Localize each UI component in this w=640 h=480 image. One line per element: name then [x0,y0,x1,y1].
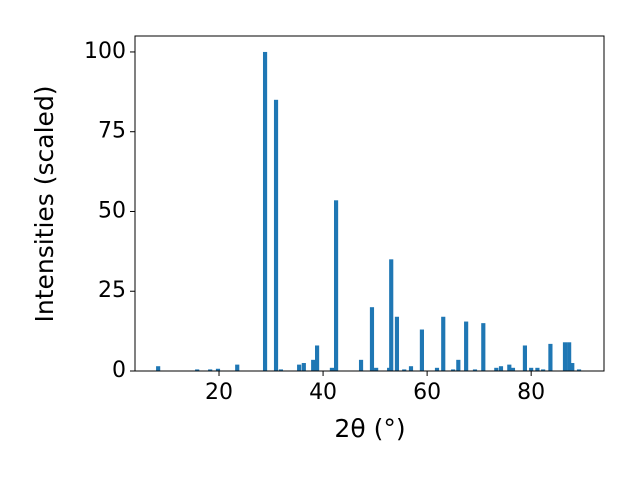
bar [329,367,334,371]
bar [535,367,540,371]
bar [529,367,534,371]
x-tick-label: 40 [309,380,337,405]
bar [548,343,553,371]
bar [389,259,394,371]
bar [394,316,400,371]
bar [156,366,161,371]
x-axis-label: 2θ (°) [334,414,405,443]
bar [472,369,478,371]
y-tick-label: 50 [98,198,126,223]
bar [369,307,375,371]
bar [278,369,284,371]
y-axis-label: Intensities (scaled) [30,85,59,322]
bar [358,359,364,371]
bar [451,369,456,371]
bar [570,363,575,371]
y-tick-label: 0 [112,358,126,383]
bar [481,323,486,371]
bar [522,345,528,371]
bar [408,366,414,371]
x-tick-label: 60 [413,380,441,405]
bar [333,200,339,371]
bar [235,364,240,371]
bar [262,51,268,371]
bar [402,369,407,371]
bar [507,364,512,371]
x-tick-label: 80 [517,380,545,405]
bar [208,369,213,371]
y-tick-label: 25 [98,278,126,303]
plot-frame [134,35,605,372]
bar [419,329,424,371]
bar [311,359,316,371]
bar [297,364,302,371]
y-tick-label: 100 [84,39,126,64]
bar [562,342,568,371]
bar [498,366,504,371]
bar [576,369,582,371]
bar [195,369,200,371]
bar [301,363,306,371]
bar [215,368,221,371]
bar [434,367,440,371]
bar [541,369,546,371]
bar [374,367,379,371]
bar [494,367,499,371]
y-tick-label: 75 [98,119,126,144]
x-tick-label: 20 [205,380,233,405]
bar [456,359,461,371]
bar [510,367,516,371]
bar [567,342,572,371]
bar [315,345,320,371]
bar [464,321,469,371]
bar [273,99,279,372]
bar [441,316,446,371]
